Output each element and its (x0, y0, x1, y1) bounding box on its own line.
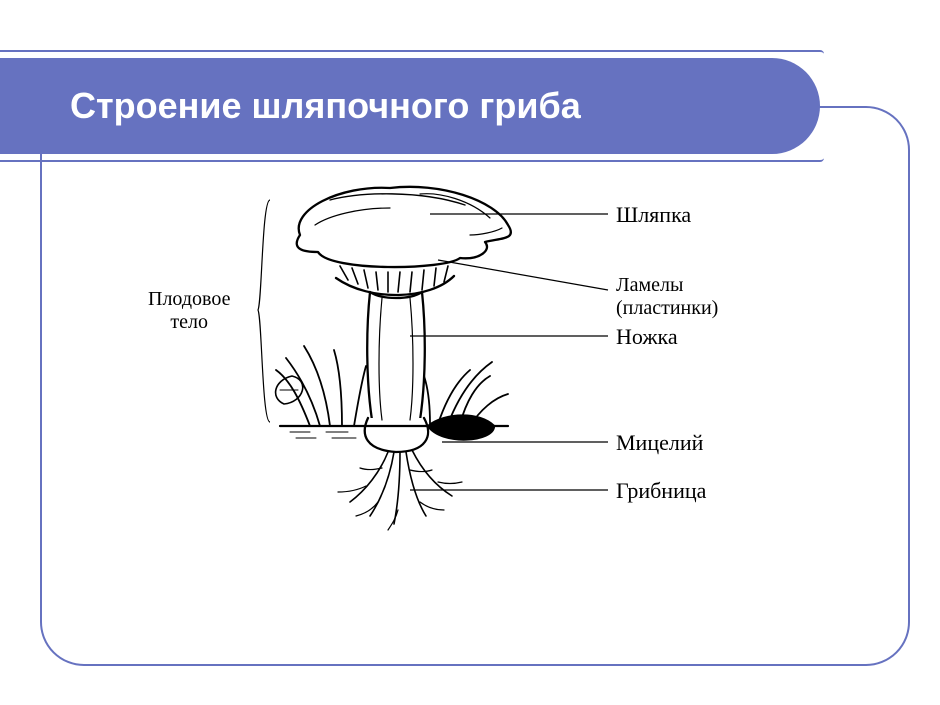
label-lamellae: Ламелы (пластинки) (616, 274, 718, 320)
leaders-right (100, 180, 840, 580)
page-title: Строение шляпочного гриба (70, 85, 581, 127)
label-mycelium: Мицелий (616, 430, 703, 455)
mushroom-diagram: Плодовое тело Шляпка Ламелы (пластинки) … (100, 180, 840, 640)
label-cap: Шляпка (616, 202, 691, 227)
header-bar: Строение шляпочного гриба (0, 58, 820, 154)
label-spawn: Грибница (616, 478, 706, 503)
label-lamellae-sub: (пластинки) (616, 297, 718, 319)
label-lamellae-text: Ламелы (616, 274, 683, 296)
header-outline-bottom (0, 158, 824, 162)
header-outline-top (0, 50, 824, 54)
label-stipe: Ножка (616, 324, 678, 349)
